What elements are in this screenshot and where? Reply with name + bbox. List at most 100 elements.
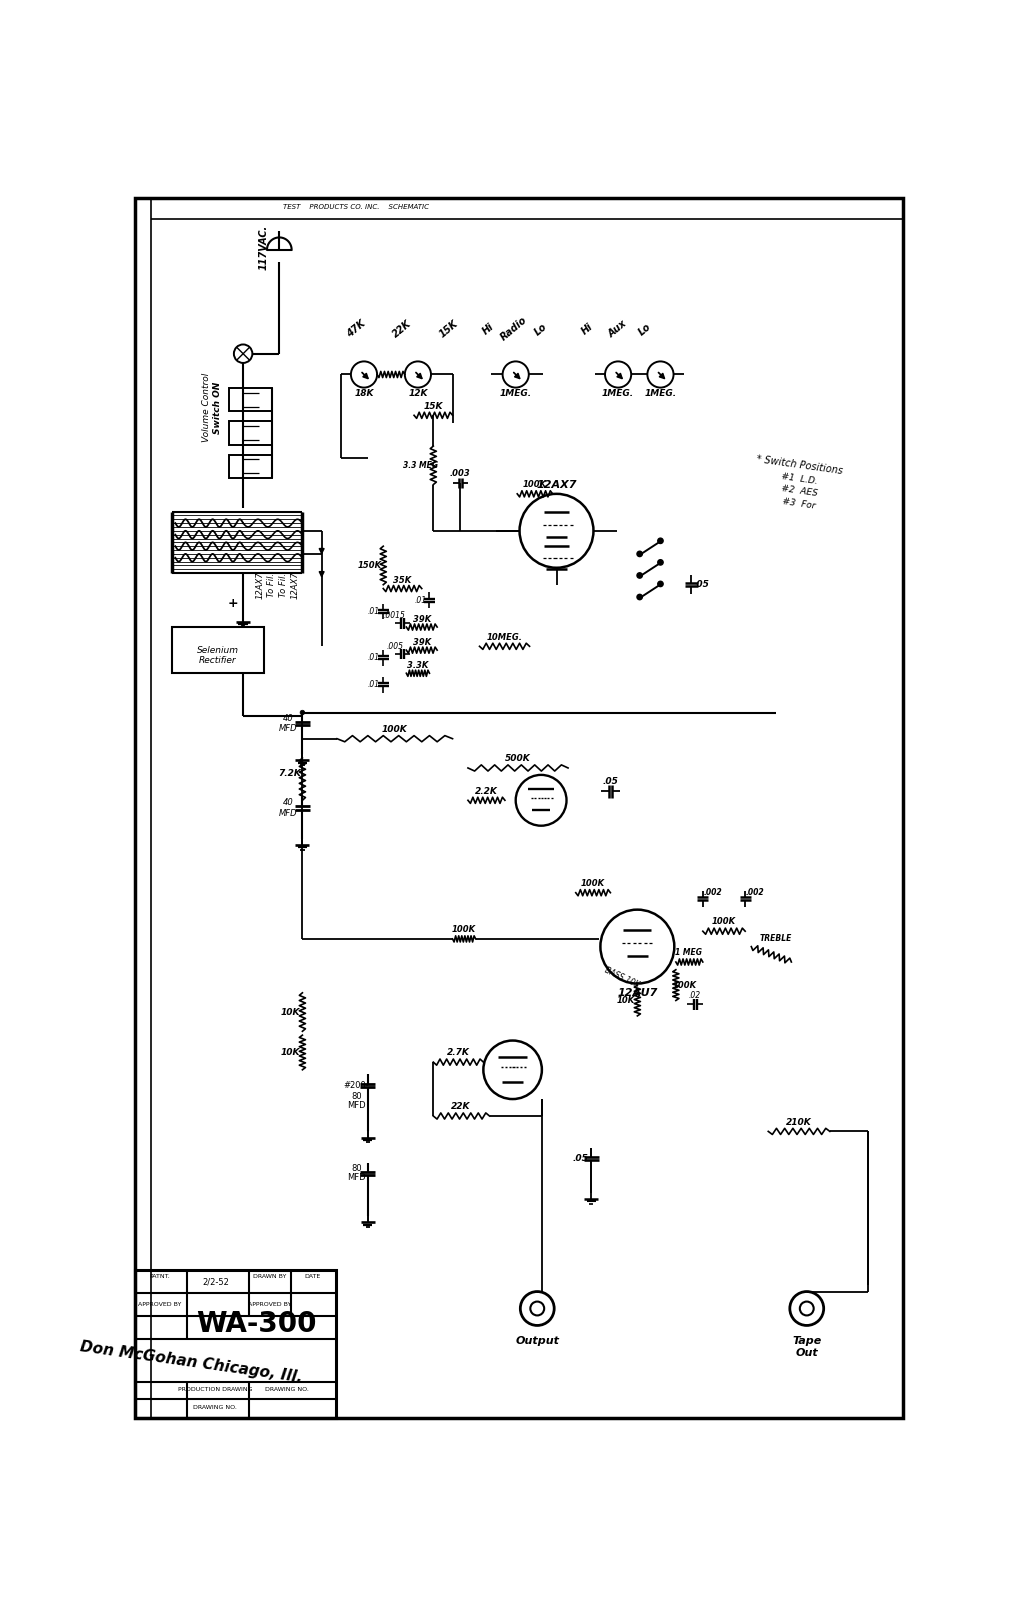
Text: 3.3 MEG: 3.3 MEG	[402, 461, 438, 470]
Circle shape	[657, 581, 664, 587]
Text: .05: .05	[603, 778, 618, 786]
Text: 100K: 100K	[523, 480, 547, 490]
Text: #1  L.D.: #1 L.D.	[780, 472, 817, 486]
Text: Radio: Radio	[499, 315, 530, 342]
Text: 10K: 10K	[282, 1048, 301, 1056]
Text: MFD: MFD	[347, 1173, 366, 1182]
Text: 117VAC.: 117VAC.	[259, 226, 268, 270]
Text: DRAWING NO.: DRAWING NO.	[265, 1387, 309, 1392]
Text: .003: .003	[450, 469, 471, 477]
Text: .002: .002	[746, 888, 765, 898]
Text: 1MEG.: 1MEG.	[644, 389, 677, 398]
Text: Selenium: Selenium	[197, 646, 239, 654]
Text: DATE: DATE	[304, 1274, 320, 1278]
Text: .01: .01	[368, 680, 380, 690]
Text: #2  AES: #2 AES	[780, 485, 817, 499]
Text: APPROVED BY: APPROVED BY	[138, 1302, 181, 1307]
Text: Out: Out	[795, 1349, 819, 1358]
Bar	[136, 1270, 335, 1418]
Text: 100K: 100K	[711, 917, 735, 926]
Text: 2.2K: 2.2K	[475, 787, 497, 795]
Text: 10K: 10K	[617, 995, 635, 1005]
Text: 12AX7: 12AX7	[255, 571, 264, 598]
Text: PATNT.: PATNT.	[150, 1274, 170, 1278]
Text: 18K: 18K	[355, 389, 374, 398]
Text: .05: .05	[572, 1154, 589, 1163]
Text: WA-300: WA-300	[196, 1310, 316, 1338]
Text: Lo: Lo	[533, 322, 549, 338]
Text: Volume Control: Volume Control	[202, 373, 211, 442]
Text: MFD: MFD	[347, 1101, 366, 1110]
Text: 100K: 100K	[382, 725, 407, 734]
Text: .02: .02	[689, 990, 701, 1000]
Text: 15K: 15K	[423, 402, 443, 411]
Text: 12AX7: 12AX7	[290, 571, 299, 598]
Text: DRAWING NO.: DRAWING NO.	[193, 1405, 237, 1410]
Text: TREBLE: TREBLE	[760, 934, 792, 944]
Text: 35K: 35K	[393, 576, 411, 586]
Text: Tape: Tape	[792, 1336, 822, 1346]
Text: 22K: 22K	[391, 318, 413, 339]
Text: Switch ON: Switch ON	[213, 381, 222, 434]
Text: 1MEG.: 1MEG.	[602, 389, 634, 398]
Text: 80: 80	[350, 1163, 362, 1173]
Text: 22K: 22K	[451, 1102, 470, 1112]
Text: PRODUCTION DRAWING: PRODUCTION DRAWING	[178, 1387, 252, 1392]
Text: 1MEG.: 1MEG.	[499, 389, 532, 398]
Text: Hi: Hi	[481, 322, 496, 336]
Text: #3  For: #3 For	[782, 498, 816, 510]
Text: 10K: 10K	[282, 1008, 301, 1016]
Text: 12K: 12K	[408, 389, 427, 398]
Text: +: +	[228, 597, 238, 611]
Text: 12AU7: 12AU7	[617, 987, 657, 998]
Text: 40
MFD: 40 MFD	[280, 714, 298, 733]
Text: 47K: 47K	[345, 318, 368, 339]
Circle shape	[637, 552, 642, 557]
Text: Lo: Lo	[637, 322, 653, 338]
Text: .01: .01	[414, 595, 426, 605]
Text: 39K: 39K	[412, 614, 431, 624]
Text: 3.3K: 3.3K	[407, 661, 428, 670]
Text: 500K: 500K	[505, 754, 531, 763]
Text: #200-: #200-	[343, 1080, 369, 1090]
Text: Rectifier: Rectifier	[199, 656, 236, 664]
Text: 10MEG.: 10MEG.	[487, 632, 523, 642]
Text: Output: Output	[516, 1336, 559, 1346]
Text: .0015: .0015	[384, 611, 406, 619]
Text: .05: .05	[693, 581, 709, 589]
Bar	[229, 389, 271, 411]
Text: 210K: 210K	[786, 1118, 812, 1126]
Text: 40
MFD: 40 MFD	[280, 798, 298, 818]
Text: 100K: 100K	[673, 981, 697, 989]
Text: 2.7K: 2.7K	[447, 1048, 469, 1058]
Text: APPROVED BY: APPROVED BY	[247, 1302, 291, 1307]
Bar	[229, 454, 271, 478]
Text: Aux: Aux	[607, 318, 629, 339]
Text: 12AX7: 12AX7	[536, 480, 576, 490]
Text: 80: 80	[350, 1093, 362, 1101]
Text: .01: .01	[368, 606, 380, 616]
Text: TEST    PRODUCTS CO. INC.    SCHEMATIC: TEST PRODUCTS CO. INC. SCHEMATIC	[284, 205, 430, 210]
Bar	[229, 421, 271, 445]
Text: 15K: 15K	[438, 318, 460, 339]
Circle shape	[637, 594, 642, 600]
Text: 39K: 39K	[412, 638, 431, 646]
Circle shape	[637, 573, 642, 578]
Circle shape	[657, 538, 664, 544]
Text: 7.2K: 7.2K	[278, 770, 301, 778]
Text: Hi: Hi	[579, 322, 595, 336]
Text: DRAWN BY: DRAWN BY	[252, 1274, 286, 1278]
Text: 2/2-52: 2/2-52	[202, 1277, 229, 1286]
Text: .002: .002	[703, 888, 722, 898]
Text: To Fil.: To Fil.	[267, 573, 277, 597]
Text: * Switch Positions: * Switch Positions	[756, 454, 843, 477]
Text: 1 MEG: 1 MEG	[676, 949, 702, 957]
Text: .01: .01	[368, 653, 380, 662]
Text: Don McGohan Chicago, Ill.: Don McGohan Chicago, Ill.	[79, 1339, 303, 1386]
Text: 100K: 100K	[452, 925, 476, 934]
Text: .005: .005	[386, 642, 403, 651]
Circle shape	[657, 560, 664, 565]
Text: BASS 10K: BASS 10K	[603, 965, 640, 989]
Text: 100K: 100K	[580, 878, 605, 888]
Text: 150K: 150K	[359, 562, 382, 570]
